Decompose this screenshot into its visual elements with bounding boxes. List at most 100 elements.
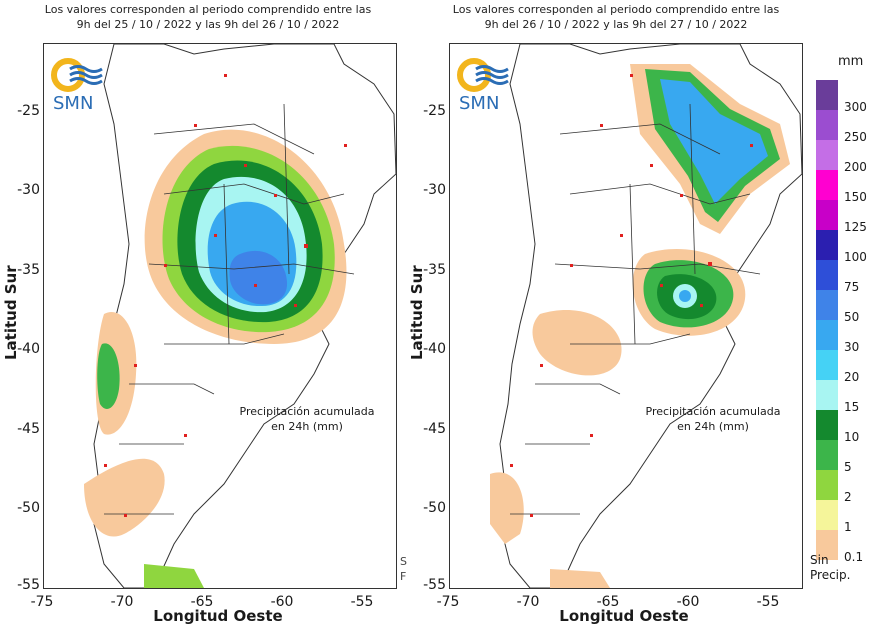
legend-swatch <box>816 110 838 140</box>
legend-label: 15 <box>844 400 860 414</box>
precip-south-sin <box>84 458 165 537</box>
xtick: -65 <box>596 594 620 610</box>
smn-sun-waves-icon <box>457 58 509 92</box>
right-xlabel: Longitud Oeste <box>559 607 689 625</box>
right-annotation-line1: Precipitación acumulada <box>645 405 781 418</box>
ytick: -25 <box>423 103 446 119</box>
right-panel-title: Los valores corresponden al periodo comp… <box>418 2 814 32</box>
xtick: -55 <box>350 594 374 610</box>
precip-tierra-fuego <box>144 564 204 588</box>
ytick: -30 <box>423 182 446 198</box>
legend-swatch <box>816 320 838 350</box>
ytick: -35 <box>17 262 40 278</box>
xtick: -75 <box>436 594 460 610</box>
left-precip-map <box>43 43 397 589</box>
legend-unit: mm <box>838 54 864 69</box>
legend-swatch <box>816 530 838 560</box>
legend-swatch <box>816 230 838 260</box>
smn-logo-text: SMN <box>459 93 500 114</box>
color-legend: mm 300 250 200 150 125 100 75 50 30 20 15 10 5 2 1 0.1 … <box>808 50 878 625</box>
ytick: -35 <box>423 262 446 278</box>
xtick: -55 <box>756 594 780 610</box>
xtick: -65 <box>190 594 214 610</box>
legend-label: 250 <box>844 130 867 144</box>
precip-west-sin <box>532 310 622 376</box>
legend-label: 0.1 <box>844 550 864 564</box>
legend-swatch <box>816 170 838 200</box>
edge-fragment: F <box>400 570 407 583</box>
right-ylabel: Latitud Sur <box>408 265 426 360</box>
left-annotation-line1: Precipitación acumulada <box>239 405 375 418</box>
ytick: -55 <box>17 577 40 593</box>
legend-swatch <box>816 380 838 410</box>
ytick: -45 <box>423 421 446 437</box>
left-title-line2: 9h del 25 / 10 / 2022 y las 9h del 26 / … <box>76 18 340 31</box>
edge-fragment: S <box>400 555 407 568</box>
precip-south-sin <box>490 472 524 544</box>
station-markers <box>510 74 753 517</box>
legend-label: 30 <box>844 340 860 354</box>
legend-label: 1 <box>844 520 852 534</box>
left-ylabel: Latitud Sur <box>2 265 20 360</box>
legend-swatch <box>816 440 838 470</box>
station-markers <box>104 74 347 517</box>
legend-swatch <box>816 260 838 290</box>
legend-label: 5 <box>844 460 852 474</box>
legend-label: 20 <box>844 370 860 384</box>
legend-label: 2 <box>844 490 852 504</box>
legend-label: 75 <box>844 280 860 294</box>
ytick: -30 <box>17 182 40 198</box>
right-title-line1: Los valores corresponden al periodo comp… <box>452 3 780 16</box>
legend-swatch <box>816 290 838 320</box>
legend-label: 10 <box>844 430 860 444</box>
legend-label: 100 <box>844 250 867 264</box>
right-map-canvas <box>490 44 802 588</box>
ytick: -50 <box>17 500 40 516</box>
ytick: -40 <box>423 341 446 357</box>
smn-logo-left: SMN <box>50 55 110 119</box>
left-xlabel: Longitud Oeste <box>153 607 283 625</box>
legend-label: 125 <box>844 220 867 234</box>
ytick: -25 <box>17 103 40 119</box>
legend-swatch <box>816 500 838 530</box>
left-title-line1: Los valores corresponden al periodo comp… <box>44 3 372 16</box>
xtick: -70 <box>110 594 134 610</box>
smn-sun-waves-icon <box>51 58 103 92</box>
legend-swatch <box>816 350 838 380</box>
xtick: -60 <box>270 594 294 610</box>
right-annotation: Precipitación acumulada en 24h (mm) <box>628 404 798 434</box>
province-boundaries <box>104 103 355 515</box>
legend-label: 200 <box>844 160 867 174</box>
legend-label: 150 <box>844 190 867 204</box>
precip-50mm-area <box>229 250 288 305</box>
xtick: -60 <box>676 594 700 610</box>
precip-tierra-fuego <box>550 569 610 588</box>
precip-patagonia-green <box>97 343 120 409</box>
right-annotation-line2: en 24h (mm) <box>677 420 749 433</box>
precip-center-blue <box>679 290 691 302</box>
legend-label: 300 <box>844 100 867 114</box>
legend-swatch <box>816 410 838 440</box>
ytick: -50 <box>423 500 446 516</box>
legend-no-precip-line1: Sin <box>810 553 829 567</box>
smn-logo-right: SMN <box>456 55 516 119</box>
left-panel-title: Los valores corresponden al periodo comp… <box>10 2 406 32</box>
legend-swatch <box>816 200 838 230</box>
smn-logo-text: SMN <box>53 93 94 114</box>
xtick: -70 <box>516 594 540 610</box>
legend-label: 50 <box>844 310 860 324</box>
right-title-line2: 9h del 26 / 10 / 2022 y las 9h del 27 / … <box>484 18 748 31</box>
right-precip-map <box>449 43 803 589</box>
ytick: -55 <box>423 577 446 593</box>
legend-no-precip-line2: Precip. <box>810 568 851 582</box>
legend-swatch <box>816 80 838 110</box>
ytick: -45 <box>17 421 40 437</box>
legend-swatch <box>816 470 838 500</box>
left-map-canvas <box>84 44 396 588</box>
xtick: -75 <box>30 594 54 610</box>
precip-ne-blue <box>660 79 768 204</box>
legend-swatch <box>816 140 838 170</box>
left-annotation: Precipitación acumulada en 24h (mm) <box>222 404 392 434</box>
ytick: -40 <box>17 341 40 357</box>
left-annotation-line2: en 24h (mm) <box>271 420 343 433</box>
